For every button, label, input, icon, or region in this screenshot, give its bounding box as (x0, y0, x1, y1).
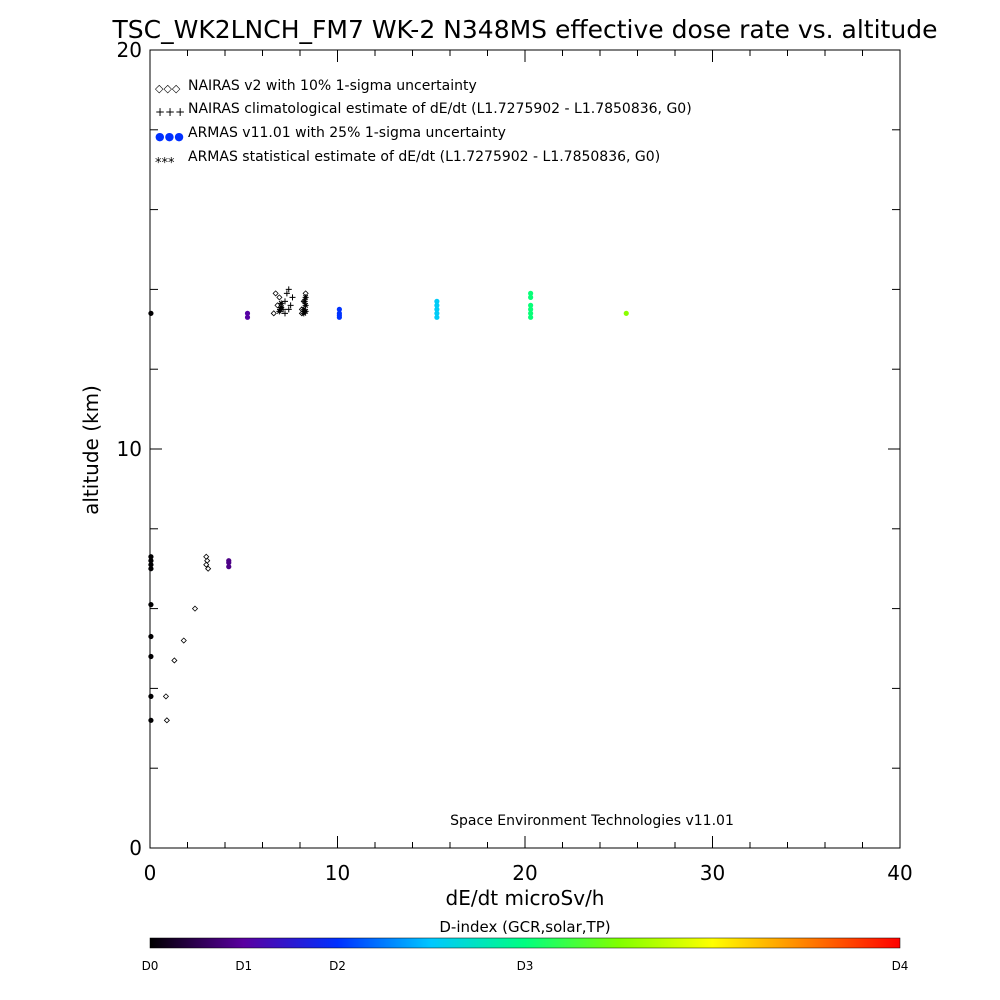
x-tick-label: 0 (144, 861, 157, 885)
nairas-diamond-point (270, 310, 277, 317)
legend-text-nairas-climatological: NAIRAS climatological estimate of dE/dt … (188, 101, 692, 117)
colorbar-labels: D0 D1 D2 D3 D4 (142, 959, 909, 973)
chart-title: TSC_WK2LNCH_FM7 WK-2 N348MS effective do… (112, 15, 938, 44)
legend: ◇◇◇ NAIRAS v2 with 10% 1-sigma uncertain… (155, 78, 692, 171)
armas-dot-point (148, 554, 154, 560)
armas-asterisk-point (302, 308, 309, 315)
armas-dot-point (528, 310, 534, 316)
armas-dot-point (528, 302, 534, 308)
nairas-plus-point (287, 302, 294, 309)
nairas-diamond-point (272, 290, 279, 297)
x-tick-label: 10 (325, 861, 350, 885)
nairas-diamond-point (162, 693, 170, 700)
nairas-diamond-point (171, 657, 178, 664)
data-marks (148, 286, 629, 724)
armas-asterisk-point (302, 302, 309, 309)
nairas-diamond-point (191, 605, 199, 612)
legend-symbol-dot: ●●● (155, 130, 184, 143)
armas-asterisk-point (302, 294, 309, 301)
armas-dot-point (528, 306, 534, 312)
colorbar-label: D3 (517, 959, 534, 973)
nairas-diamond-point (203, 553, 210, 560)
legend-symbol-asterisk: *** (155, 156, 175, 171)
legend-entry-armas: ●●● ARMAS v11.01 with 25% 1-sigma uncert… (155, 125, 506, 143)
armas-asterisk-point (278, 300, 285, 307)
colorbar-title: D-index (GCR,solar,TP) (439, 918, 610, 936)
armas-dot-point (244, 314, 251, 320)
armas-dot-point (148, 602, 154, 608)
nairas-diamond-point (180, 637, 187, 644)
armas-dot-point (336, 312, 342, 318)
legend-text-armas-statistical: ARMAS statistical estimate of dE/dt (L1.… (188, 149, 660, 165)
armas-dot-point (148, 633, 154, 640)
legend-entry-armas-statistical: *** ARMAS statistical estimate of dE/dt … (155, 149, 660, 171)
nairas-plus-point (285, 286, 292, 293)
armas-dot-point (244, 310, 251, 316)
nairas-diamond-point (204, 557, 211, 564)
armas-dot-point (148, 653, 154, 660)
armas-asterisk-point (278, 304, 285, 311)
armas-dot-point (148, 310, 154, 316)
armas-dot-point (434, 310, 440, 316)
legend-text-armas: ARMAS v11.01 with 25% 1-sigma uncertaint… (188, 125, 506, 141)
armas-asterisk-point (301, 298, 308, 305)
legend-symbol-plus: +++ (155, 105, 185, 119)
x-tick-label: 30 (700, 861, 725, 885)
y-tick-label: 10 (117, 437, 142, 461)
nairas-diamond-point (274, 302, 281, 309)
armas-asterisk-point (277, 306, 284, 313)
x-tick-label: 20 (512, 861, 537, 885)
y-tick-label: 20 (117, 38, 142, 62)
nairas-diamond-point (276, 294, 283, 301)
armas-dot-point (528, 314, 534, 320)
armas-dot-point (623, 310, 629, 316)
y-axis-label: altitude (km) (79, 385, 103, 515)
nairas-plus-point (282, 310, 288, 317)
legend-entry-nairas-climatological: +++ NAIRAS climatological estimate of dE… (155, 101, 692, 119)
colorbar-label: D0 (142, 959, 159, 973)
armas-dot-point (434, 302, 440, 308)
x-axis-ticks: 0 10 20 30 40 (144, 50, 913, 885)
armas-dot-point (148, 562, 154, 568)
legend-entry-nairas: ◇◇◇ NAIRAS v2 with 10% 1-sigma uncertain… (155, 78, 477, 95)
armas-dot-point (528, 294, 534, 300)
armas-dot-point (434, 314, 440, 320)
legend-symbol-diamond: ◇◇◇ (155, 82, 181, 95)
credit-annotation: Space Environment Technologies v11.01 (450, 813, 734, 829)
armas-dot-point (148, 566, 154, 572)
armas-dot-point (226, 564, 232, 570)
armas-dot-point (148, 717, 154, 723)
colorbar-label: D4 (892, 959, 909, 973)
armas-dot-point (226, 558, 232, 564)
armas-asterisk-point (276, 308, 283, 315)
armas-dot-point (336, 306, 342, 312)
legend-text-nairas: NAIRAS v2 with 10% 1-sigma uncertainty (188, 78, 477, 94)
armas-dot-point (148, 558, 154, 564)
nairas-diamond-point (205, 565, 212, 572)
colorbar (149, 937, 901, 949)
armas-dot-point (528, 290, 534, 296)
y-tick-label: 0 (129, 836, 142, 860)
plot-frame (149, 49, 901, 849)
x-axis-label: dE/dt microSv/h (446, 886, 605, 910)
nairas-plus-point (289, 294, 296, 301)
armas-dot-point (434, 306, 440, 312)
nairas-diamond-point (163, 717, 170, 724)
x-tick-label: 40 (887, 861, 912, 885)
y-axis-ticks: 0 10 20 (117, 38, 900, 860)
nairas-plus-point (285, 306, 292, 313)
nairas-diamond-point (203, 561, 210, 568)
armas-dot-point (434, 298, 440, 304)
colorbar-label: D1 (235, 959, 252, 973)
armas-dot-point (148, 693, 154, 699)
colorbar-label: D2 (329, 959, 346, 973)
nairas-plus-point (283, 290, 290, 297)
